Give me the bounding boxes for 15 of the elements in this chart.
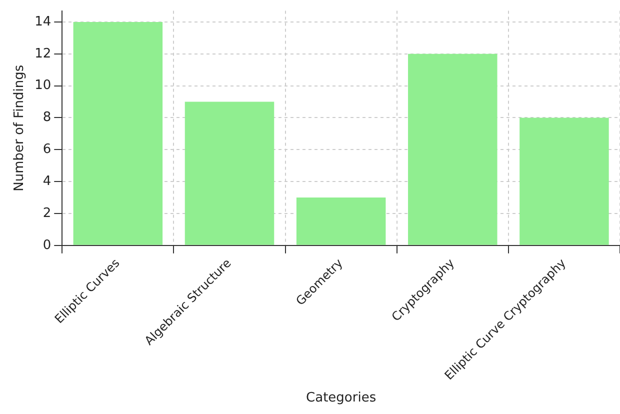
x-axis-title: Categories (306, 390, 376, 406)
bar (73, 22, 163, 245)
y-axis-title: Number of Findings (12, 64, 28, 192)
bar (184, 102, 274, 245)
y-tick-label: 12 (34, 46, 52, 62)
bar (520, 118, 609, 245)
y-tick-label: 0 (42, 238, 52, 253)
y-tick-label: 14 (34, 14, 52, 30)
y-tick-label: 6 (42, 142, 52, 158)
bar (408, 54, 498, 245)
y-tick-label: 4 (42, 174, 52, 189)
y-tick-label: 10 (34, 78, 52, 94)
y-tick-label: 2 (42, 206, 52, 221)
bar (296, 198, 386, 245)
y-tick-label: 8 (42, 110, 52, 126)
